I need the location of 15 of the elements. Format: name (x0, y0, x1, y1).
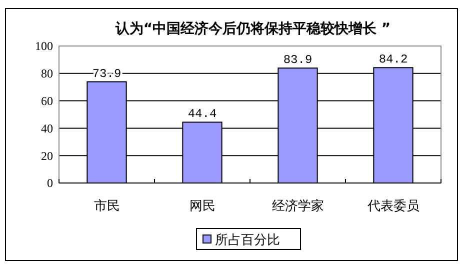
y-tick-label: 100 (35, 39, 53, 54)
x-tick-label: 网民 (189, 199, 216, 214)
data-label: 44.4 (188, 107, 217, 122)
x-tick-label: 经济学家 (272, 198, 324, 214)
x-tick-label: 市民 (94, 199, 120, 214)
y-tick-label: 80 (41, 66, 53, 81)
y-tick-label: 0 (47, 176, 53, 190)
chart-title: 认为“中国经济今后仍将保持平稳较快增长 ” (114, 20, 391, 37)
y-tick-label: 20 (41, 148, 53, 163)
legend-label: 所占百分比 (215, 233, 280, 248)
x-tick-label: 代表委员 (366, 199, 420, 214)
y-tick-label: 40 (41, 121, 53, 136)
y-tick-label: 60 (41, 94, 53, 108)
data-label: 84.2 (378, 52, 408, 67)
data-label: 83.9 (283, 53, 312, 68)
